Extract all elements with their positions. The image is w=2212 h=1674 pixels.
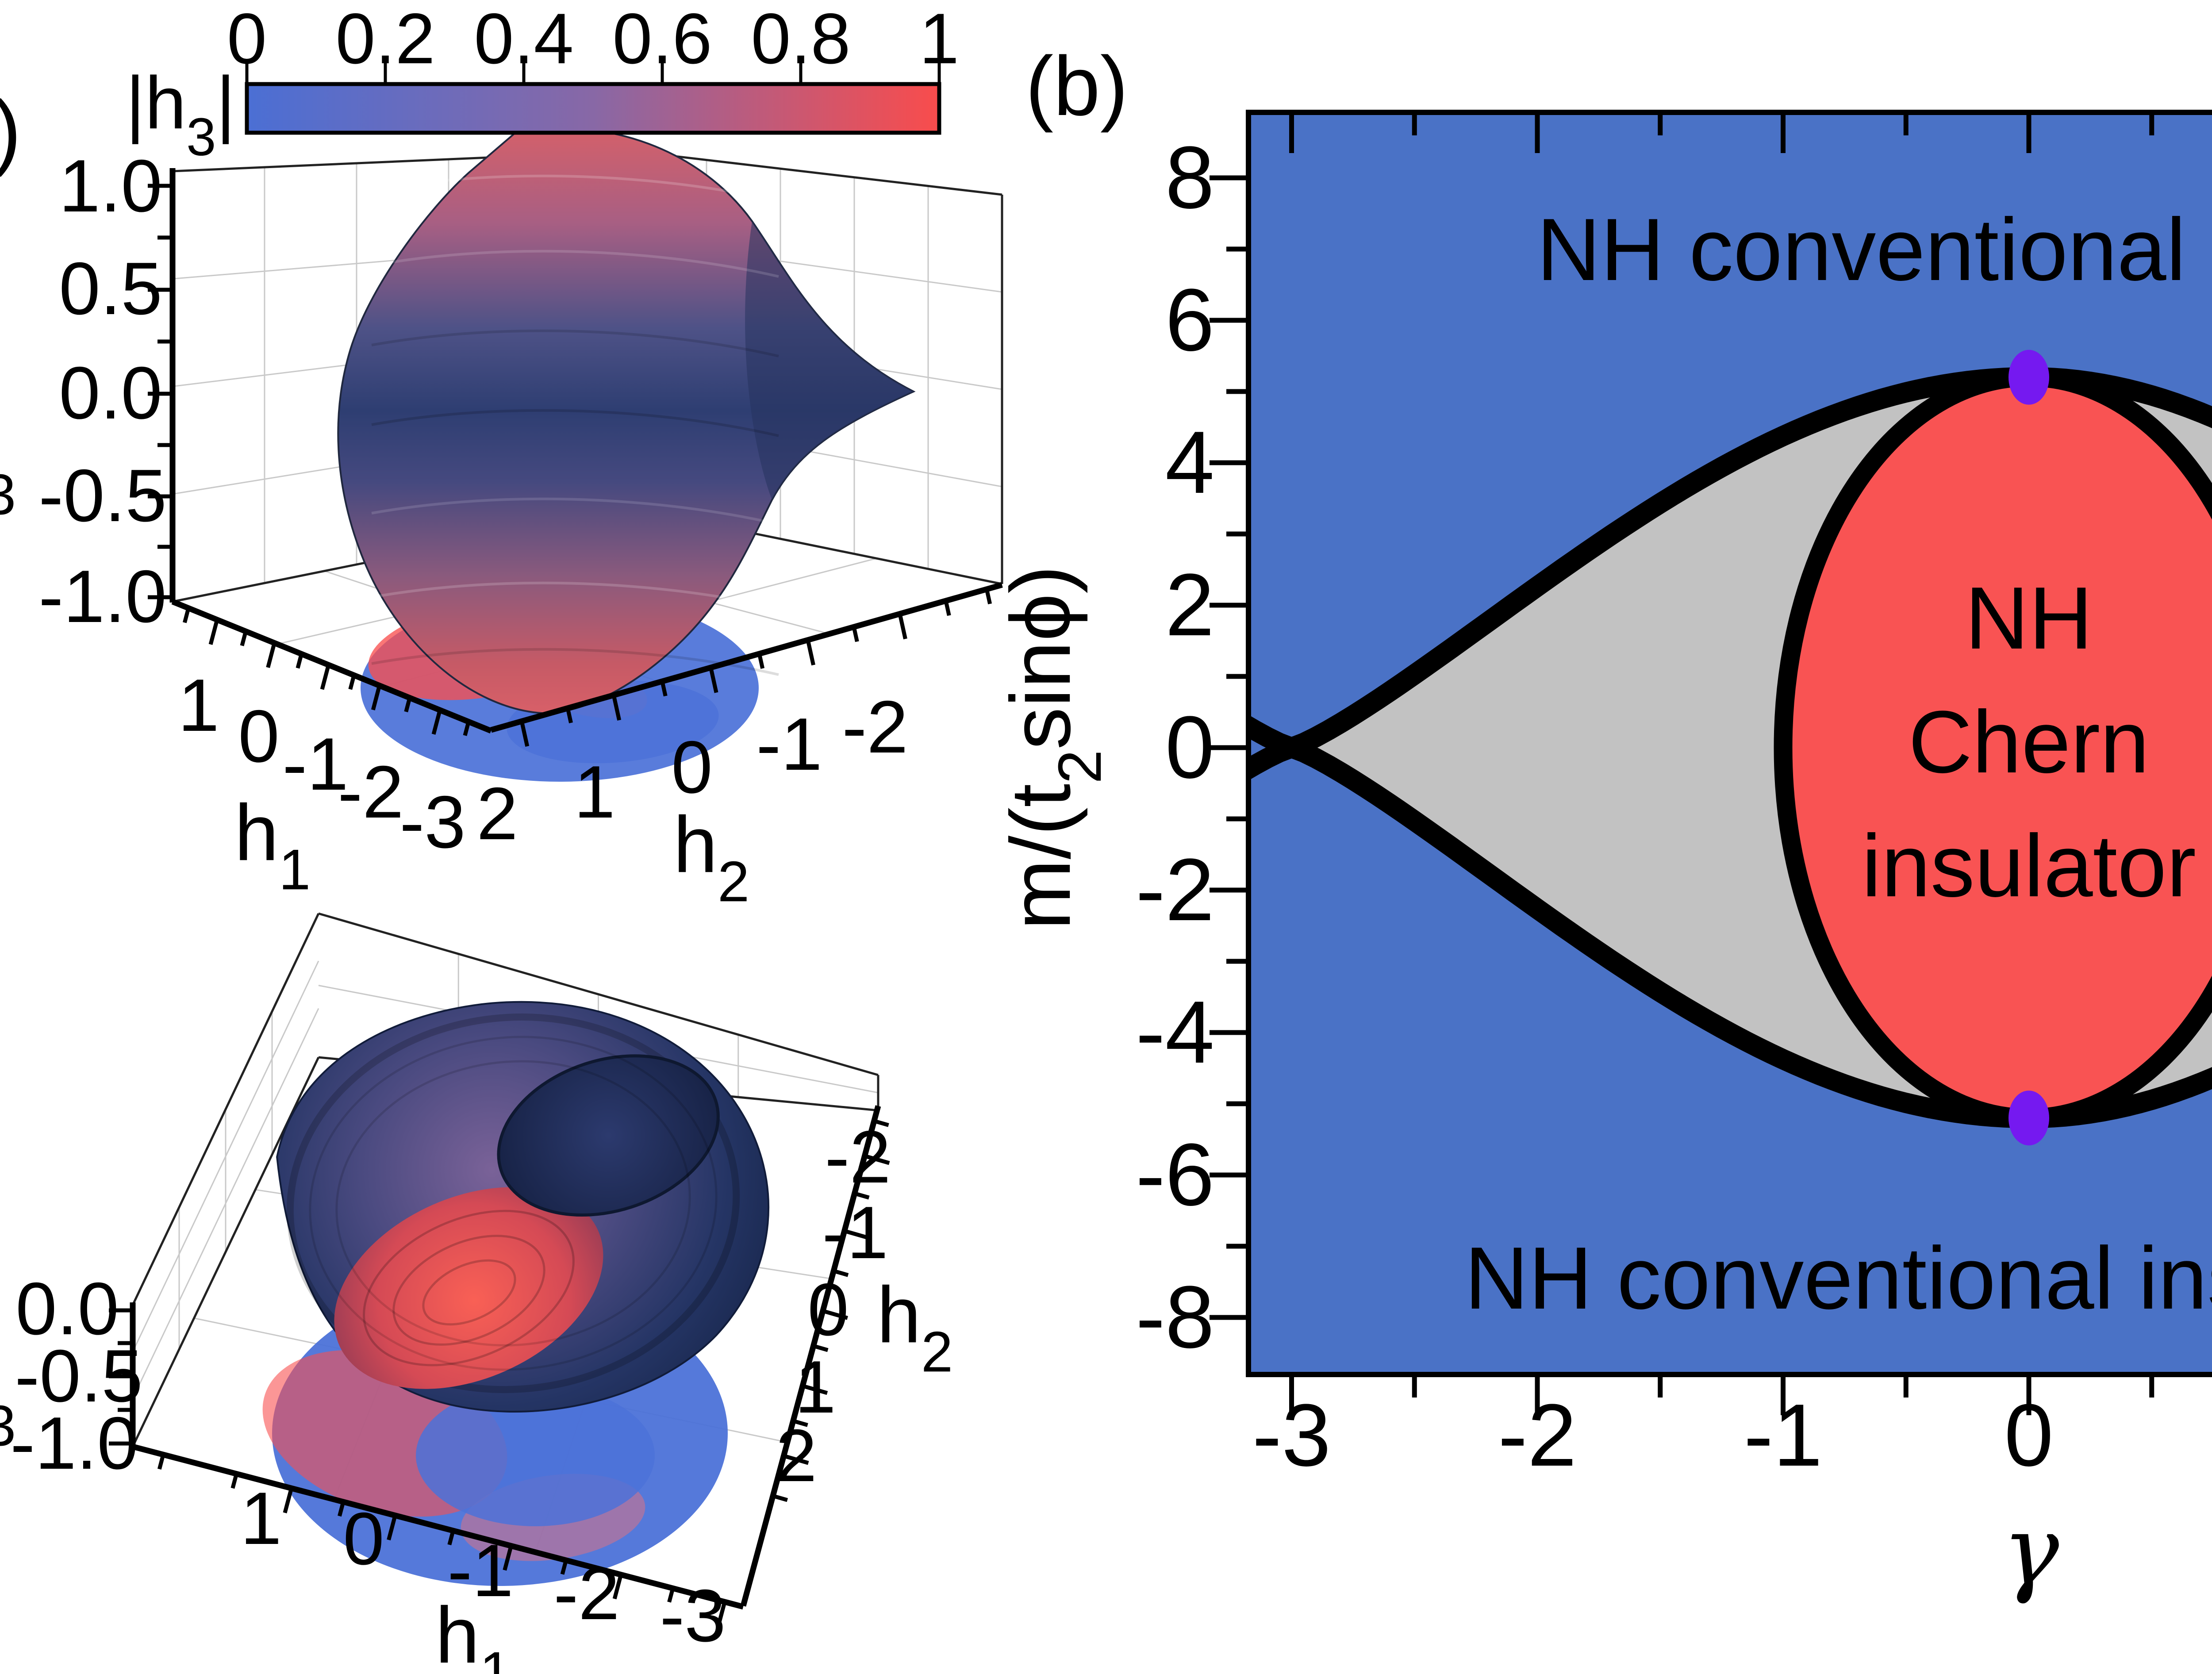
b-y-tick-label: 0 (1165, 698, 1214, 797)
surface-plot-top (148, 127, 1003, 782)
top3d-z-tick-label: -1.0 (38, 555, 167, 638)
bottom3d-x-tick-label: -2 (553, 1552, 620, 1635)
bottom3d-z-axis-title: h3 (0, 1394, 16, 1458)
top3d-y-tick-label: -2 (842, 685, 908, 768)
top3d-y-tick-label: -1 (756, 703, 822, 786)
bottom3d-x-axis-title: h1 (435, 1591, 512, 1674)
top3d-x-tick-label: -1 (282, 722, 349, 806)
bottom3d-y-tick-label: 2 (776, 1414, 817, 1497)
bottom3d-z-tick-label: -1.0 (10, 1401, 138, 1485)
top3d-x-tick-label: 0 (238, 695, 280, 778)
bottom3d-y-tick-label: -2 (825, 1115, 891, 1198)
top3d-z-tick-label: 0.5 (59, 247, 162, 330)
top3d-y-tick-label: 2 (476, 772, 518, 855)
bottom3d-y-tick-label: -1 (822, 1191, 888, 1274)
top3d-x-tick-label: -2 (338, 750, 404, 833)
region-label-chern-line1: NH (1965, 569, 2093, 668)
bottom3d-x-tick-label: 1 (240, 1477, 282, 1560)
bottom3d-x-tick-label: 0 (343, 1497, 384, 1580)
panel-b-label: (b) (1025, 39, 1129, 133)
panel-a-label: (a) (0, 88, 21, 173)
bottom3d-x-tick-label: -1 (447, 1529, 514, 1612)
phase-diagram (1210, 110, 2212, 1415)
b-y-axis-title: m/(t2sinϕ) (993, 565, 1114, 930)
colorbar-tick-label: 1 (919, 0, 960, 79)
b-y-tick-label: -2 (1136, 841, 1214, 939)
top3d-z-axis-title: h3 (0, 462, 16, 526)
colorbar (245, 62, 941, 135)
b-y-tick-label: -6 (1136, 1125, 1214, 1224)
colorbar-title-post: | (216, 61, 235, 145)
region-label-top-conventional: NH conventional insulator (1536, 200, 2212, 299)
colorbar-tick-label: 0 (227, 0, 267, 79)
top3d-x-axis-title: h1 (234, 788, 311, 902)
b-x-tick-label: -2 (1498, 1386, 1577, 1485)
b-x-tick-label: -1 (1743, 1386, 1823, 1485)
bottom3d-y-tick-label: 0 (807, 1268, 849, 1351)
top3d-x-tick-label: 1 (178, 664, 219, 747)
colorbar-tick-label: 0.6 (612, 0, 712, 79)
b-y-tick-label: -8 (1136, 1268, 1214, 1367)
top3d-y-tick-label: 0 (671, 726, 713, 809)
colorbar-title: |h3| (126, 65, 235, 164)
bottom3d-z-tick-label: 0.0 (15, 1267, 119, 1350)
b-y-tick-label: 2 (1165, 556, 1214, 654)
b-x-tick-label: 0 (2004, 1386, 2054, 1485)
b-x-axis-title: γ (2002, 1495, 2059, 1606)
region-label-chern-line2: Chern (1908, 693, 2150, 791)
top3d-z-tick-label: 0.0 (59, 351, 162, 434)
top3d-z-tick-label: 1.0 (59, 144, 162, 227)
b-y-tick-label: 6 (1165, 271, 1214, 369)
b-y-tick-label: 8 (1165, 128, 1214, 227)
top3d-z-tick-label: -0.5 (38, 454, 167, 537)
colorbar-tick-label: 0.2 (335, 0, 435, 79)
b-y-tick-label: -4 (1136, 983, 1214, 1082)
colorbar-title-sub: 3 (186, 107, 216, 167)
bottom3d-z-tick-label: -0.5 (15, 1334, 143, 1417)
surface-plot-bottom (109, 912, 890, 1627)
b-x-tick-label: -3 (1252, 1386, 1331, 1485)
bottom3d-x-tick-label: -3 (660, 1574, 726, 1657)
top3d-x-tick-label: -3 (399, 780, 466, 864)
region-label-bottom-conventional: NH conventional insulator (1464, 1229, 2212, 1328)
colorbar-tick-label: 0.4 (474, 0, 574, 79)
b-y-tick-label: 4 (1165, 413, 1214, 512)
colorbar-title-pre: |h (126, 61, 187, 145)
bottom3d-y-tick-label: 1 (795, 1345, 836, 1428)
top3d-y-axis-title: h2 (673, 800, 750, 914)
region-label-chern-line3: insulator (1862, 817, 2196, 915)
top3d-y-tick-label: 1 (574, 750, 615, 833)
colorbar-tick-label: 0.8 (751, 0, 851, 79)
bottom3d-y-axis-title: h2 (876, 1271, 953, 1384)
